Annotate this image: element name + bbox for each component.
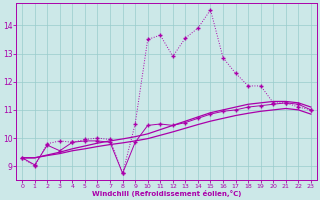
X-axis label: Windchill (Refroidissement éolien,°C): Windchill (Refroidissement éolien,°C) [92, 190, 241, 197]
